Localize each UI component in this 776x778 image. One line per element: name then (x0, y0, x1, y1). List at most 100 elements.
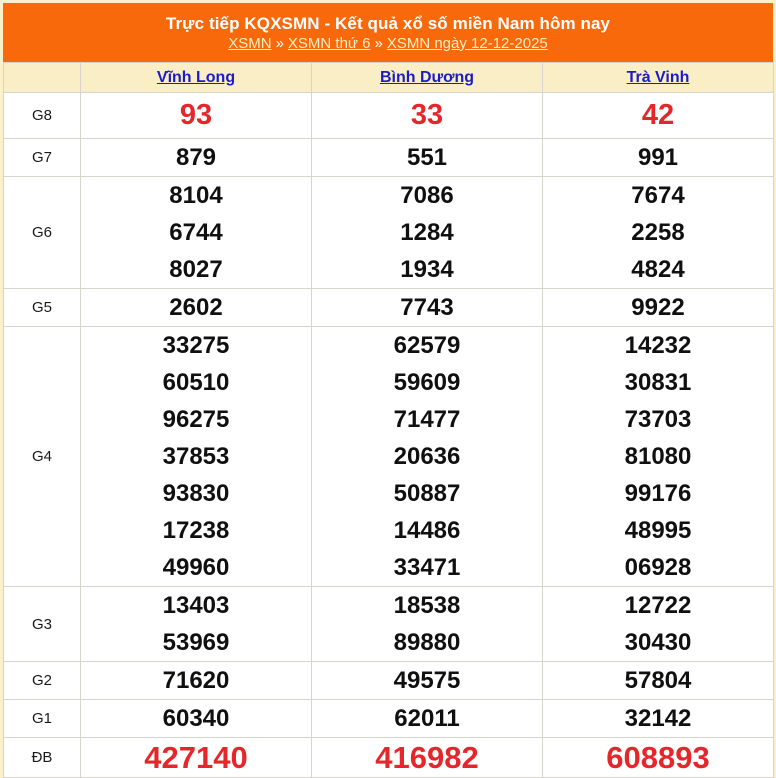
result-number: 48995 (624, 517, 692, 544)
result-number: 49960 (162, 554, 230, 581)
result-number: 93 (179, 99, 213, 131)
result-number: 62011 (394, 705, 460, 732)
result-number: 2602 (169, 294, 223, 321)
prize-row-G1: G1 60340 62011 32142 (3, 699, 774, 738)
breadcrumb-separator: » (374, 34, 383, 52)
corner-cell (3, 62, 81, 93)
result-number: 71620 (162, 667, 230, 694)
prize-row-G7: G7 879 551 991 (3, 138, 774, 177)
prize-row-G4: G4 33275 60510 96275 37853 93830 17238 49960 625… (3, 326, 774, 587)
result-number: 9922 (631, 294, 685, 321)
result-cell: 13403 53969 (80, 586, 312, 662)
result-number: 14486 (393, 517, 461, 544)
result-cell: 7086 1284 1934 (311, 176, 543, 289)
result-number: 1934 (400, 256, 454, 283)
result-cell: 57804 (542, 661, 774, 700)
result-cell: 42 (542, 92, 774, 139)
prize-label: G3 (3, 586, 81, 662)
result-number: 62579 (393, 332, 461, 359)
prize-label: G5 (3, 288, 81, 327)
result-number: 33471 (393, 554, 461, 581)
results-table: Vĩnh Long Bình Dương Trà Vinh G8 93 33 42 G7 87… (3, 62, 774, 778)
result-number: 20636 (393, 443, 461, 470)
result-cell: 33 (311, 92, 543, 139)
breadcrumb-link-1[interactable]: XSMN thứ 6 (287, 34, 371, 52)
breadcrumb-separator: » (275, 34, 284, 52)
result-cell: 2602 (80, 288, 312, 327)
result-cell: 8104 6744 8027 (80, 176, 312, 289)
result-cell: 879 (80, 138, 312, 177)
column-header-0: Vĩnh Long (80, 62, 312, 93)
prize-label: G7 (3, 138, 81, 177)
result-number: 33275 (162, 332, 230, 359)
result-number: 60340 (162, 705, 230, 732)
result-cell: 7743 (311, 288, 543, 327)
result-number: 6744 (169, 219, 223, 246)
result-number: 96275 (162, 406, 230, 433)
column-header-link-0[interactable]: Vĩnh Long (156, 68, 236, 86)
prize-row-G2: G2 71620 49575 57804 (3, 661, 774, 700)
result-number: 93830 (162, 480, 230, 507)
result-cell: 991 (542, 138, 774, 177)
result-cell: 416982 (311, 737, 543, 778)
result-number: 37853 (162, 443, 230, 470)
column-header-1: Bình Dương (311, 62, 543, 93)
result-number: 7743 (400, 294, 454, 321)
result-number: 7086 (400, 182, 454, 209)
result-cell: 18538 89880 (311, 586, 543, 662)
result-number: 2258 (631, 219, 685, 246)
result-number: 427140 (144, 740, 248, 775)
table-header-row: Vĩnh Long Bình Dương Trà Vinh (3, 62, 774, 93)
result-number: 57804 (624, 667, 692, 694)
result-number: 60510 (162, 369, 230, 396)
result-cell: 12722 30430 (542, 586, 774, 662)
result-number: 99176 (624, 480, 692, 507)
result-number: 608893 (606, 740, 710, 775)
result-number: 73703 (624, 406, 692, 433)
prize-label: ĐB (3, 737, 81, 778)
breadcrumb-link-2[interactable]: XSMN ngày 12-12-2025 (386, 34, 548, 52)
result-number: 8104 (169, 182, 223, 209)
breadcrumb: XSMN» XSMN thứ 6» XSMN ngày 12-12-2025 (228, 35, 548, 52)
prize-label: G2 (3, 661, 81, 700)
result-cell: 551 (311, 138, 543, 177)
result-number: 8027 (169, 256, 223, 283)
result-cell: 93 (80, 92, 312, 139)
result-cell: 608893 (542, 737, 774, 778)
result-number: 32142 (624, 705, 692, 732)
page-title: Trực tiếp KQXSMN - Kết quả xổ số miền Na… (165, 13, 611, 33)
result-number: 14232 (624, 332, 692, 359)
result-number: 879 (175, 144, 217, 171)
prize-row-G6: G6 8104 6744 8027 7086 1284 1934 7674 2258 4824 (3, 176, 774, 289)
result-number: 13403 (162, 592, 230, 619)
result-number: 7674 (631, 182, 685, 209)
result-cell: 7674 2258 4824 (542, 176, 774, 289)
result-number: 551 (406, 144, 448, 171)
result-cell: 33275 60510 96275 37853 93830 17238 49960 (80, 326, 312, 587)
result-cell: 427140 (80, 737, 312, 778)
result-number: 71477 (393, 406, 461, 433)
result-number: 49575 (393, 667, 461, 694)
result-cell: 62579 59609 71477 20636 50887 14486 33471 (311, 326, 543, 587)
prize-label: G1 (3, 699, 81, 738)
column-header-link-2[interactable]: Trà Vinh (626, 68, 690, 86)
result-number: 1284 (400, 219, 454, 246)
prize-row-G5: G5 2602 7743 9922 (3, 288, 774, 327)
result-number: 81080 (624, 443, 692, 470)
result-number: 89880 (393, 629, 461, 656)
column-header-link-1[interactable]: Bình Dương (379, 68, 475, 86)
result-number: 42 (641, 99, 675, 131)
results-header: Trực tiếp KQXSMN - Kết quả xổ số miền Na… (3, 3, 773, 62)
result-number: 50887 (393, 480, 461, 507)
result-cell: 60340 (80, 699, 312, 738)
prize-row-ĐB: ĐB 427140 416982 608893 (3, 737, 774, 778)
prize-row-G3: G3 13403 53969 18538 89880 12722 30430 (3, 586, 774, 662)
result-number: 18538 (393, 592, 461, 619)
result-number: 53969 (162, 629, 230, 656)
result-number: 33 (410, 99, 444, 131)
breadcrumb-link-0[interactable]: XSMN (228, 34, 272, 52)
prize-label: G6 (3, 176, 81, 289)
column-header-2: Trà Vinh (542, 62, 774, 93)
result-cell: 62011 (311, 699, 543, 738)
